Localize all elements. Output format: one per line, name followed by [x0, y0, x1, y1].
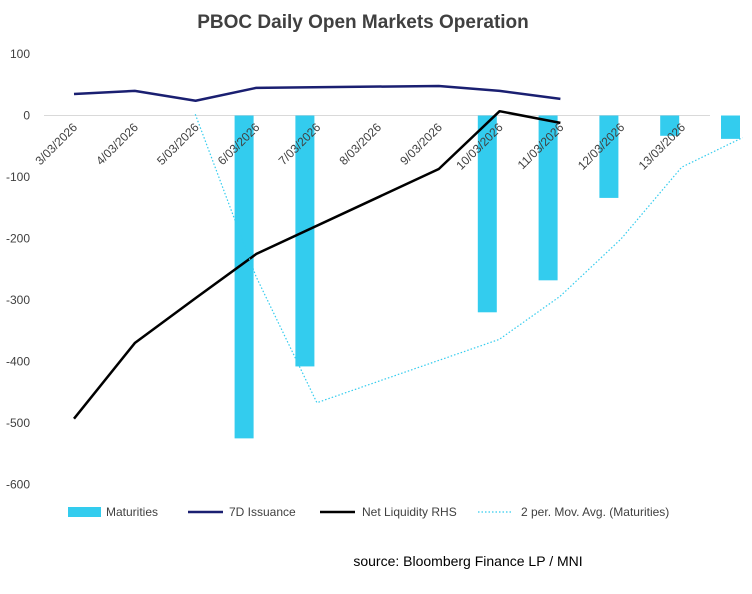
x-axis-labels: 3/03/2026 4/03/2026 5/03/2026 6/03/2026 7/03… [32, 120, 688, 173]
net-liquidity-line [73, 109, 561, 420]
maturities-bar [721, 115, 740, 139]
legend-label: 2 per. Mov. Avg. (Maturities) [521, 505, 669, 519]
y-tick-label: -200 [6, 232, 30, 246]
x-tick-label: 9/03/2026 [397, 120, 445, 168]
maturities-bar [599, 115, 619, 198]
legend-item: Net Liquidity RHS [320, 505, 457, 519]
legend: Maturities 7D Issuance Net Liquidity RHS 2 … [68, 505, 669, 519]
maturities-bar [295, 115, 315, 367]
legend-label: 7D Issuance [229, 505, 296, 519]
legend-item: 2 per. Mov. Avg. (Maturities) [478, 505, 669, 519]
legend-item: Maturities [68, 505, 158, 519]
x-tick-label: 3/03/2026 [32, 120, 80, 168]
y-axis: 100 0 -100 -200 -300 -400 -500 -600 [6, 47, 710, 492]
maturities-bar [538, 115, 558, 281]
series-lines [73, 84, 743, 420]
legend-label: Net Liquidity RHS [362, 505, 457, 519]
maturities-bar [660, 115, 680, 136]
y-tick-label: -300 [6, 293, 30, 307]
maturities-bars [234, 115, 740, 439]
y-tick-label: -400 [6, 355, 30, 369]
x-tick-label: 8/03/2026 [336, 120, 384, 168]
legend-label: Maturities [106, 505, 158, 519]
maturities-bar [234, 115, 254, 439]
y-tick-label: -500 [6, 416, 30, 430]
issuance-7d-line [73, 84, 561, 102]
chart-title: PBOC Daily Open Markets Operation [197, 12, 529, 33]
maturities-bar [477, 115, 497, 313]
x-tick-label: 4/03/2026 [93, 120, 141, 168]
x-tick-label: 5/03/2026 [154, 120, 202, 168]
legend-item: 7D Issuance [188, 505, 296, 519]
legend-swatch [68, 507, 101, 517]
y-tick-label: -100 [6, 170, 30, 184]
ma-line [194, 114, 743, 404]
y-tick-label: -600 [6, 478, 30, 492]
y-tick-label: 0 [23, 109, 30, 123]
y-tick-label: 100 [10, 47, 30, 61]
source-note: source: Bloomberg Finance LP / MNI [353, 553, 582, 569]
